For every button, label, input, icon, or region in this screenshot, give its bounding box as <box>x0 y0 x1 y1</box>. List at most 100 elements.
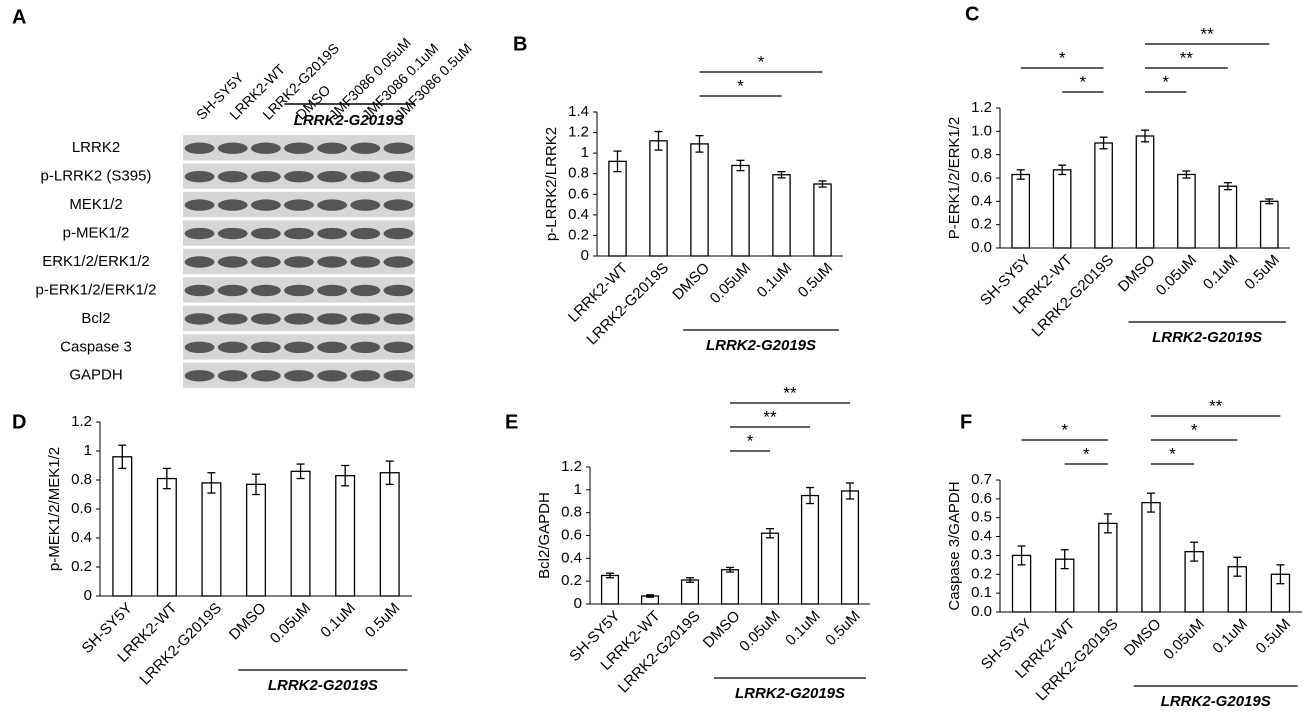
significance-label: * <box>1162 72 1169 91</box>
band <box>217 370 248 382</box>
bar <box>201 482 222 597</box>
bar <box>156 477 177 597</box>
panel-label: E <box>505 411 518 433</box>
band <box>350 227 381 240</box>
significance-label: ** <box>763 407 777 426</box>
band <box>317 227 348 240</box>
bar <box>690 143 709 257</box>
y-tick-label: 1.2 <box>971 99 992 116</box>
row-label: GAPDH <box>69 367 122 384</box>
bar <box>245 483 267 597</box>
panel-label: C <box>965 3 979 25</box>
y-tick-label: 0.4 <box>971 528 992 545</box>
band <box>383 370 414 382</box>
band <box>383 313 414 325</box>
band <box>250 313 281 325</box>
y-axis-label: p-LRRK2/LRRK2 <box>543 127 560 241</box>
significance-label: * <box>1059 48 1066 67</box>
y-tick-label: 1 <box>84 442 92 459</box>
group-label: LRRK2-G2019S <box>1161 693 1271 710</box>
bar <box>720 569 740 605</box>
band <box>184 199 215 211</box>
y-tick-label: 0.8 <box>71 471 92 488</box>
band <box>250 227 281 240</box>
band <box>284 341 314 354</box>
band <box>350 370 381 382</box>
y-tick-label: 1.2 <box>71 413 92 430</box>
bar <box>600 574 620 605</box>
bar <box>1135 135 1155 249</box>
group-label: LRRK2-G2019S <box>706 337 816 354</box>
significance-label: * <box>1083 444 1090 463</box>
band <box>317 256 348 268</box>
y-tick-label: 0.2 <box>71 558 92 575</box>
row-label: Caspase 3 <box>60 338 132 355</box>
y-tick-label: 0.2 <box>568 226 589 243</box>
band <box>217 313 248 325</box>
significance-label: ** <box>783 383 797 402</box>
y-tick-label: 0 <box>574 595 582 612</box>
band <box>350 142 381 154</box>
band <box>184 227 215 240</box>
row-label: p-ERK1/2/ERK1/2 <box>36 281 157 298</box>
y-tick-label: 0.2 <box>971 216 992 233</box>
band <box>350 313 381 325</box>
row-label: Bcl2 <box>81 310 110 327</box>
y-tick-label: 0 <box>84 587 92 604</box>
band <box>217 199 248 211</box>
band <box>350 199 381 211</box>
y-tick-label: 0.4 <box>71 529 92 546</box>
band <box>317 313 348 325</box>
bar <box>1259 200 1279 249</box>
y-tick-label: 0.5 <box>971 509 992 526</box>
band <box>317 284 348 297</box>
bar <box>760 532 780 605</box>
bar <box>1052 169 1072 249</box>
band <box>250 199 281 211</box>
bar <box>813 183 832 257</box>
row-label: p-MEK1/2 <box>63 225 130 242</box>
y-axis-label: p-MEK1/2/MEK1/2 <box>46 447 63 571</box>
bar <box>800 494 820 605</box>
band <box>383 341 414 354</box>
bar <box>112 456 133 597</box>
y-tick-label: 1 <box>581 144 589 161</box>
band <box>284 199 314 211</box>
y-tick-label: 0.2 <box>561 572 582 589</box>
row-label: MEK1/2 <box>69 196 122 213</box>
band <box>217 341 248 354</box>
band <box>383 170 414 183</box>
y-tick-label: 0.3 <box>971 546 992 563</box>
y-axis-label: Bcl2/GAPDH <box>536 492 553 579</box>
panel-label: D <box>12 411 26 433</box>
y-tick-label: 1 <box>574 481 582 498</box>
y-axis-label: P-ERK1/2/ERK1/2 <box>946 117 963 240</box>
band <box>184 341 215 354</box>
band <box>383 199 414 211</box>
panel-label: B <box>513 33 527 55</box>
significance-label: * <box>758 52 765 71</box>
significance-label: ** <box>1201 24 1215 43</box>
y-tick-label: 0.8 <box>971 146 992 163</box>
y-tick-label: 0.6 <box>561 526 582 543</box>
significance-label: * <box>1080 72 1087 91</box>
band <box>250 256 281 268</box>
band <box>184 370 215 382</box>
y-tick-label: 0.8 <box>568 165 589 182</box>
panel-label: F <box>960 411 972 433</box>
y-tick-label: 1.2 <box>561 458 582 475</box>
bar <box>772 174 791 257</box>
bar <box>335 474 356 597</box>
y-tick-label: 0.8 <box>561 504 582 521</box>
y-tick-label: 0.7 <box>971 471 992 488</box>
significance-label: * <box>737 76 744 95</box>
y-tick-label: 0.4 <box>561 549 582 566</box>
band <box>284 313 314 325</box>
bar <box>379 472 400 597</box>
y-tick-label: 0.4 <box>971 192 992 209</box>
y-tick-label: 0.6 <box>971 169 992 186</box>
band <box>317 370 348 382</box>
bar <box>1218 185 1238 249</box>
y-tick-label: 0 <box>581 247 589 264</box>
band <box>383 227 414 240</box>
